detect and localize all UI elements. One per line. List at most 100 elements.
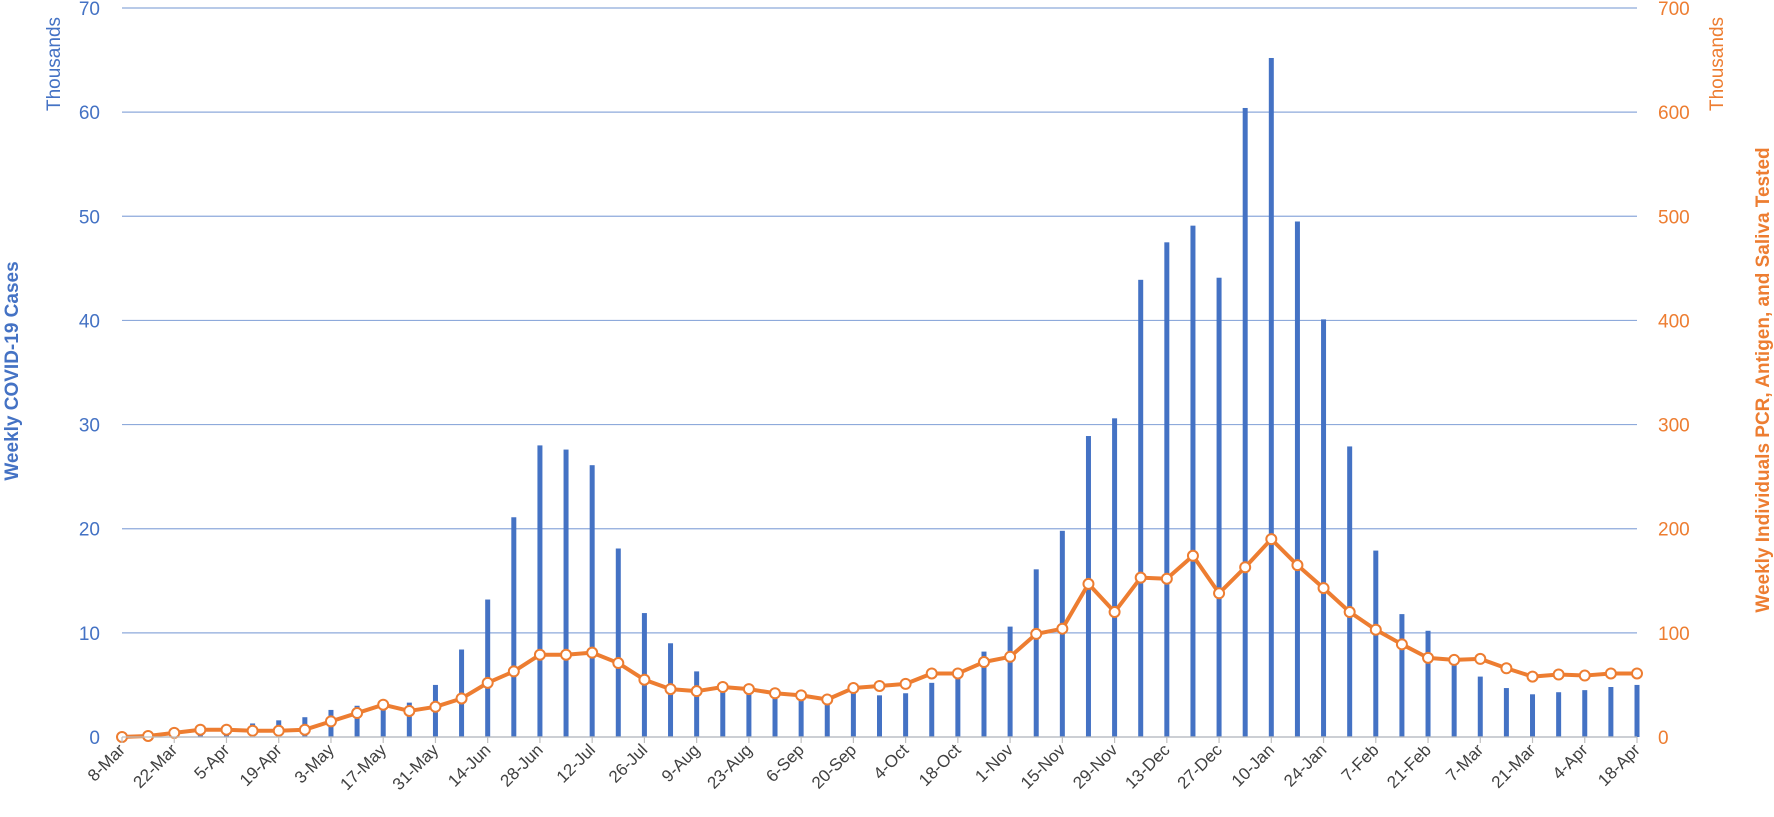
- bar: [537, 445, 543, 737]
- bar: [1294, 221, 1300, 737]
- right-axis-title: Weekly Individuals PCR, Antigen, and Sal…: [1753, 147, 1774, 612]
- line-marker: [1213, 587, 1226, 600]
- line-marker: [194, 723, 207, 736]
- line-marker: [1056, 622, 1069, 635]
- line-marker: [298, 723, 311, 736]
- left-axis-ticks: 0 10 20 30 40 50 60 70: [79, 0, 100, 749]
- right-tick-label: 0: [1658, 728, 1669, 749]
- x-tick-label: 18-Apr: [1594, 740, 1644, 790]
- bar: [955, 672, 961, 737]
- bar: [1634, 684, 1640, 737]
- gridlines: [122, 7, 1637, 738]
- x-tick-label: 31-May: [389, 740, 443, 794]
- bar-series: [145, 57, 1640, 738]
- bar: [1321, 319, 1327, 737]
- line-marker: [560, 648, 573, 661]
- x-tick-label: 22-Mar: [130, 740, 182, 792]
- line-marker: [1004, 650, 1017, 663]
- bar: [589, 465, 595, 737]
- line-marker: [951, 667, 964, 680]
- bar: [746, 692, 752, 737]
- line-marker: [821, 693, 834, 706]
- line-marker: [586, 646, 599, 659]
- bar: [1556, 692, 1562, 737]
- x-tick-label: 21-Mar: [1488, 740, 1540, 792]
- left-tick-label: 0: [89, 728, 100, 749]
- x-tick-label: 28-Jun: [497, 740, 547, 790]
- x-tick-label: 3-May: [291, 740, 338, 787]
- line-marker: [1291, 559, 1304, 572]
- right-tick-label: 100: [1658, 624, 1690, 645]
- x-tick-label: 19-Apr: [236, 740, 286, 790]
- line-marker: [429, 700, 442, 713]
- x-tick-label: 23-Aug: [704, 740, 756, 792]
- line-marker: [925, 667, 938, 680]
- line-marker: [873, 679, 886, 692]
- line-marker: [1631, 667, 1643, 680]
- x-tick-label: 26-Jul: [605, 740, 651, 786]
- right-axis-unit: Thousands: [1707, 17, 1728, 111]
- x-tick-label: 1-Nov: [971, 740, 1017, 786]
- bar: [485, 599, 491, 737]
- left-tick-label: 50: [79, 207, 100, 228]
- x-tick-label: 27-Dec: [1174, 740, 1227, 793]
- bar: [981, 651, 987, 737]
- x-tick-label: 13-Dec: [1121, 740, 1174, 793]
- bar: [1582, 690, 1588, 737]
- left-axis-title: Weekly COVID-19 Cases: [2, 261, 23, 480]
- bar: [1007, 626, 1013, 737]
- bar: [850, 690, 856, 737]
- line-marker: [664, 683, 677, 696]
- line-marker: [1500, 662, 1513, 675]
- line-marker: [1160, 572, 1173, 585]
- line-marker: [272, 724, 285, 737]
- line-marker: [769, 687, 782, 700]
- bar: [1373, 550, 1379, 737]
- line-marker: [351, 707, 364, 720]
- bar: [798, 699, 804, 737]
- line-marker: [481, 676, 494, 689]
- line-marker: [795, 689, 808, 702]
- line-marker: [1474, 652, 1487, 665]
- line-marker: [1526, 670, 1539, 683]
- bar: [1190, 225, 1196, 737]
- line-marker: [1448, 653, 1461, 666]
- bar: [772, 696, 778, 737]
- x-tick-label: 20-Sep: [808, 740, 860, 792]
- line-marker: [324, 715, 337, 728]
- right-tick-label: 300: [1658, 416, 1690, 437]
- x-tick-label: 29-Nov: [1069, 740, 1122, 793]
- line-marker: [1265, 533, 1278, 546]
- bar: [824, 697, 830, 737]
- bar: [929, 682, 935, 737]
- line-marker: [742, 683, 755, 696]
- line-marker: [1317, 582, 1330, 595]
- bar: [877, 695, 882, 737]
- right-tick-label: 200: [1658, 520, 1690, 541]
- bar: [1164, 242, 1170, 738]
- bar: [511, 517, 517, 737]
- x-tick-label: 4-Oct: [870, 740, 913, 783]
- line-marker: [1030, 627, 1043, 640]
- x-tick-label: 24-Jan: [1280, 740, 1330, 790]
- left-tick-label: 10: [79, 624, 100, 645]
- x-tick-label: 21-Feb: [1383, 740, 1435, 792]
- x-tick-label: 5-Apr: [190, 740, 233, 783]
- bar: [694, 671, 700, 737]
- line-marker: [168, 726, 181, 739]
- x-tick-label: 7-Feb: [1338, 740, 1383, 785]
- bar: [1503, 688, 1509, 737]
- left-tick-label: 30: [79, 416, 100, 437]
- bar: [1242, 107, 1248, 737]
- line-marker: [455, 692, 468, 705]
- bar: [1138, 279, 1144, 737]
- right-tick-label: 400: [1658, 311, 1690, 332]
- line-marker: [1239, 561, 1252, 574]
- line-marker: [1395, 638, 1408, 651]
- line-marker: [847, 682, 860, 695]
- left-tick-label: 60: [79, 103, 100, 124]
- line-marker: [1578, 669, 1591, 682]
- bar: [1268, 57, 1274, 737]
- bar: [563, 449, 569, 737]
